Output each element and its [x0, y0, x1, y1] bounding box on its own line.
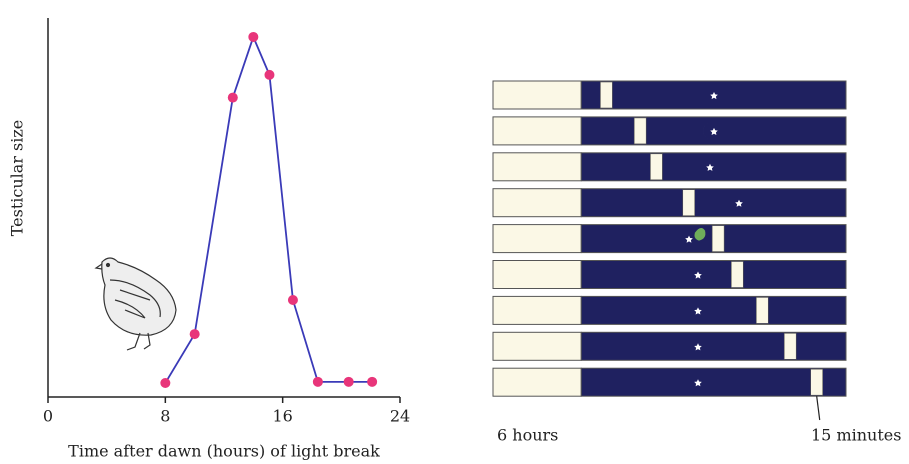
- data-point: [288, 295, 298, 305]
- data-point: [264, 70, 274, 80]
- night-period: [581, 296, 846, 324]
- day-period: [493, 261, 581, 289]
- x-tick-label: 16: [272, 407, 292, 426]
- light-break: [811, 369, 823, 395]
- day-period: [493, 332, 581, 360]
- light-break: [712, 226, 724, 252]
- x-tick-label: 8: [160, 407, 170, 426]
- night-period: [581, 189, 846, 217]
- light-break: [600, 82, 612, 108]
- day-period: [493, 153, 581, 181]
- day-period: [493, 368, 581, 396]
- night-period: [581, 153, 846, 181]
- quail-drawing: [96, 258, 176, 350]
- data-point: [228, 93, 238, 103]
- page: Time after dawn (hours) of light break T…: [0, 0, 909, 464]
- data-point: [367, 377, 377, 387]
- data-point: [313, 377, 323, 387]
- day-period: [493, 81, 581, 109]
- light-break: [683, 190, 695, 216]
- night-period: [581, 332, 846, 360]
- y-axis-label: Testicular size: [8, 120, 27, 237]
- data-point: [190, 329, 200, 339]
- light-break: [634, 118, 646, 144]
- light-break: [784, 333, 796, 359]
- break-label: 15 minutes: [811, 426, 901, 445]
- night-period: [581, 368, 846, 396]
- day-period: [493, 225, 581, 253]
- pointer-line: [817, 396, 820, 420]
- x-tick-label: 0: [43, 407, 53, 426]
- day-period: [493, 117, 581, 145]
- data-point: [160, 378, 170, 388]
- day-period: [493, 296, 581, 324]
- x-tick-label: 24: [390, 407, 410, 426]
- light-break: [650, 154, 662, 180]
- night-period: [581, 261, 846, 289]
- data-point: [344, 377, 354, 387]
- day-label: 6 hours: [497, 426, 558, 445]
- light-break: [756, 297, 768, 323]
- figure: Time after dawn (hours) of light break T…: [0, 0, 909, 464]
- light-break: [731, 262, 743, 288]
- day-period: [493, 189, 581, 217]
- data-point: [248, 32, 258, 42]
- x-axis-label: Time after dawn (hours) of light break: [68, 442, 380, 461]
